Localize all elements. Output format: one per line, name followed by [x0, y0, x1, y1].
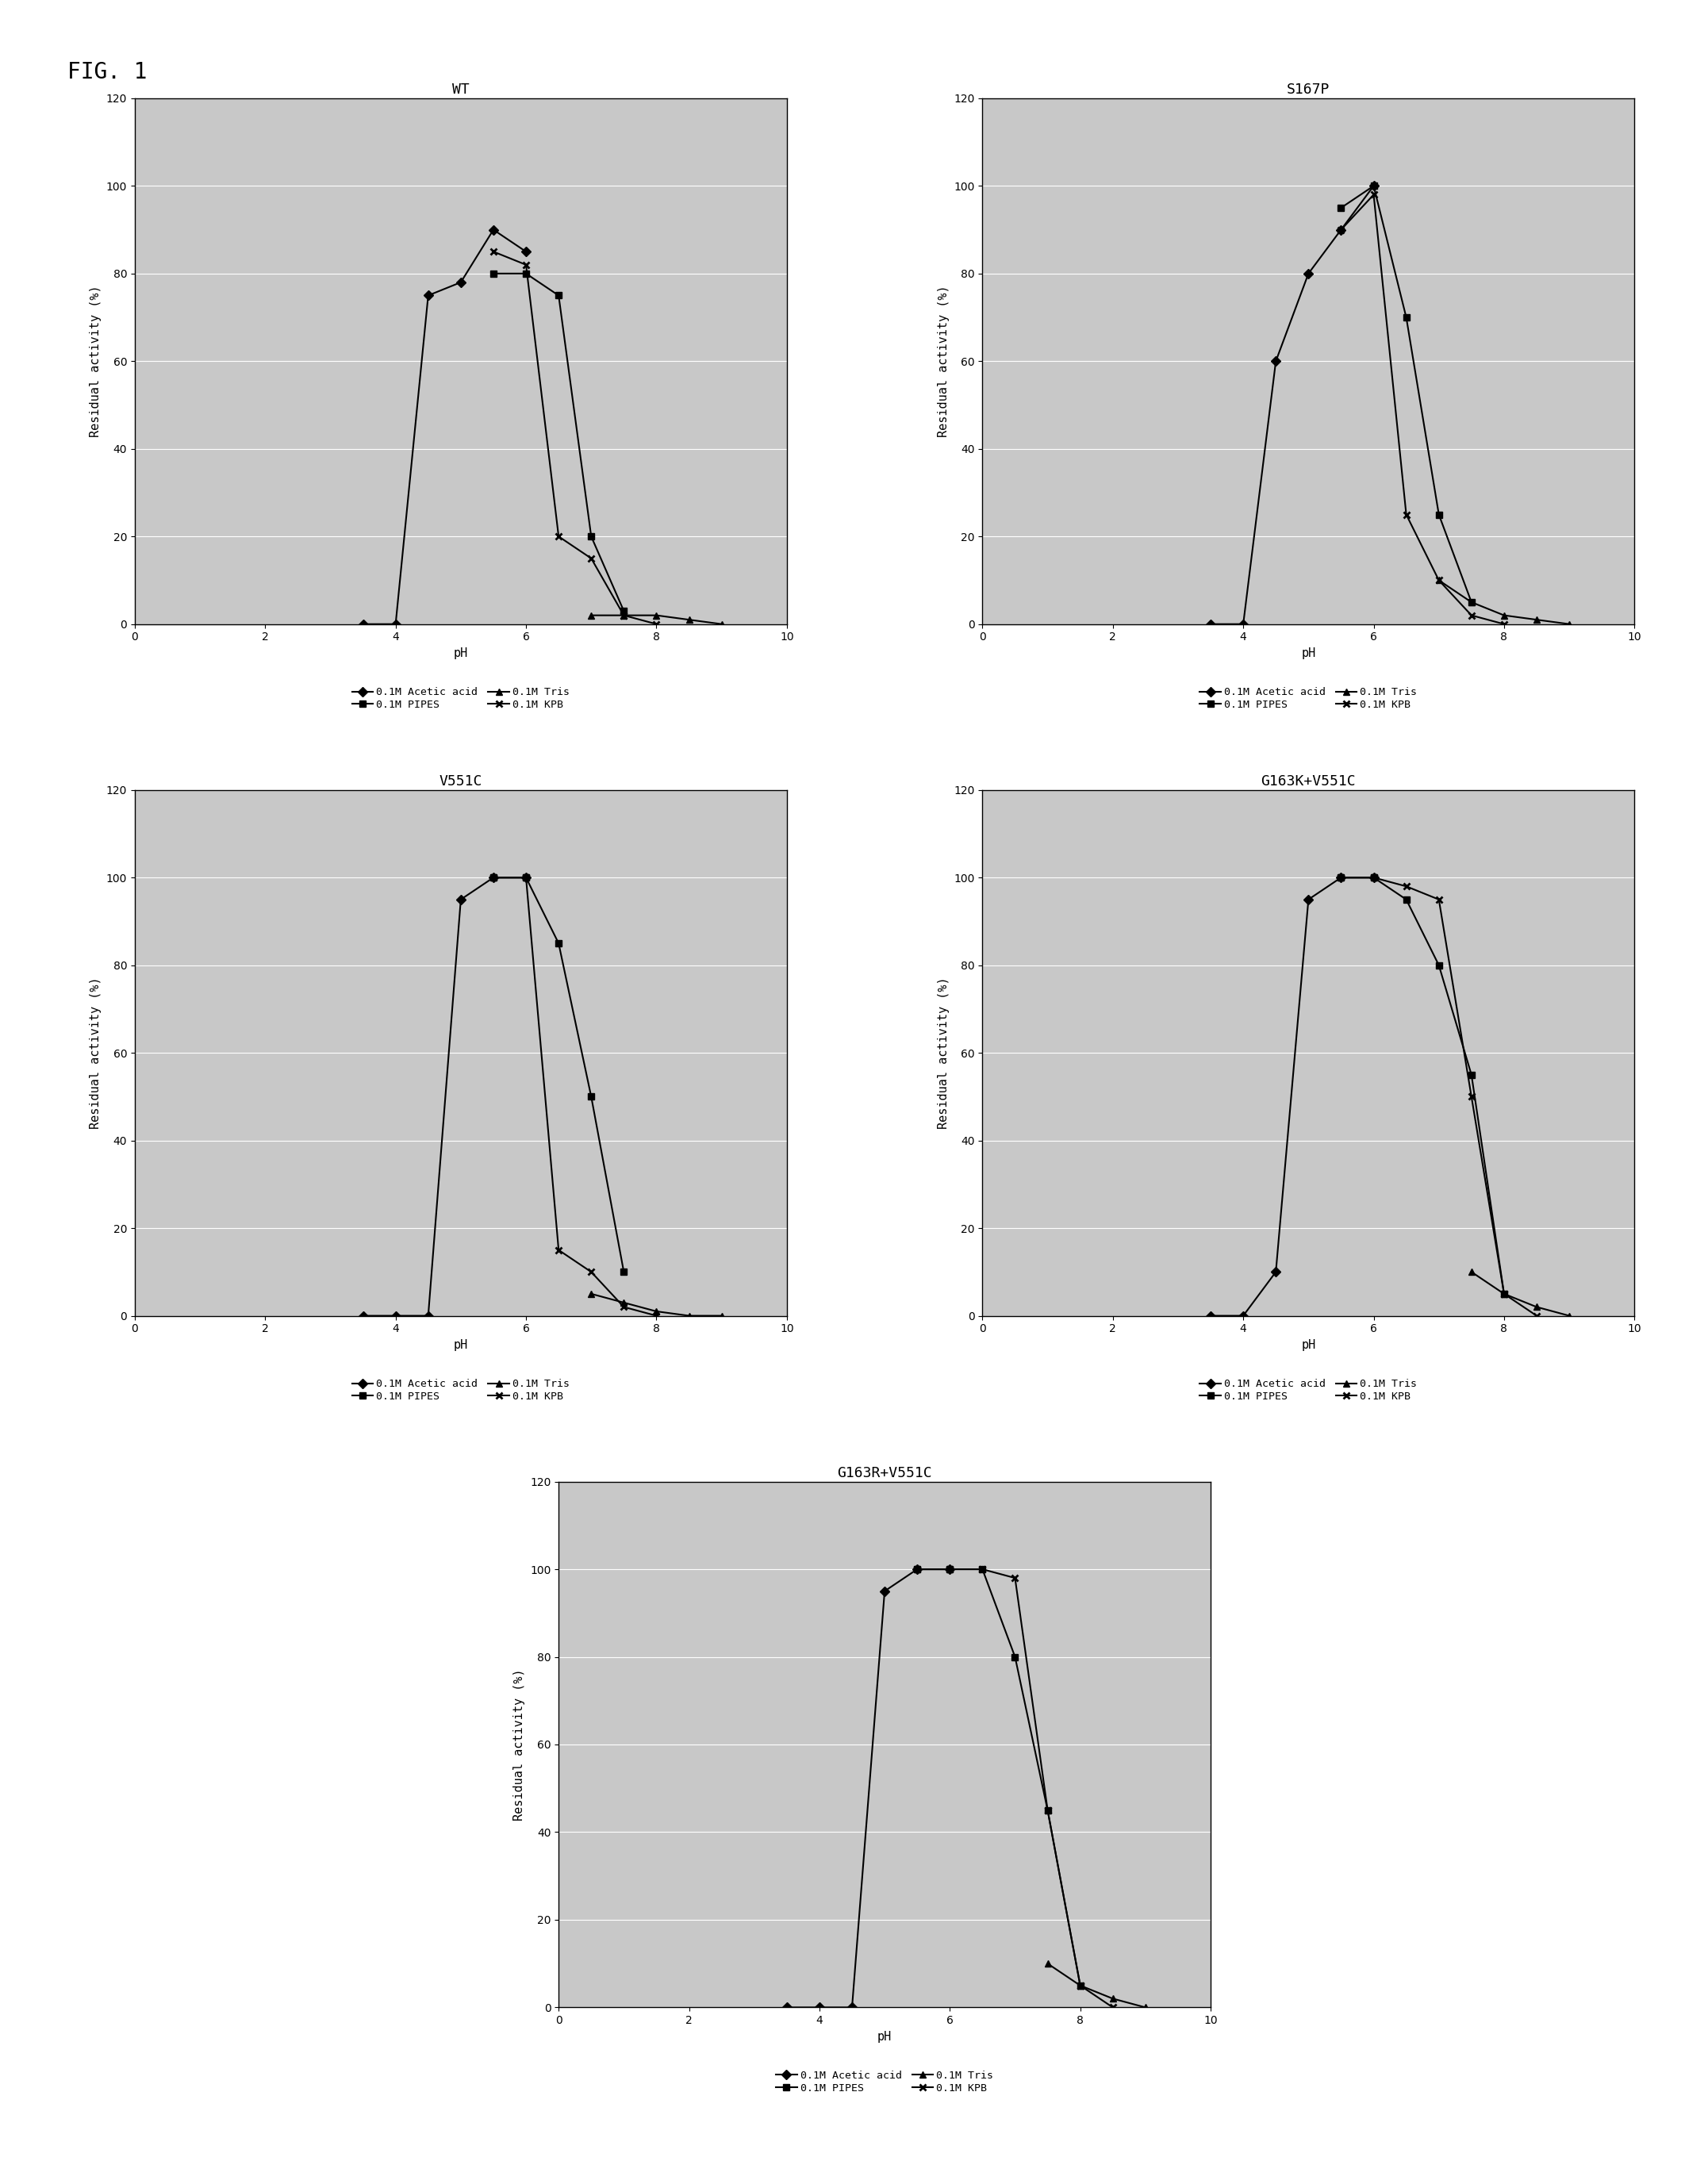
- Title: G163R+V551C: G163R+V551C: [837, 1465, 932, 1481]
- Y-axis label: Residual activity (%): Residual activity (%): [89, 286, 101, 437]
- Legend: 0.1M Acetic acid, 0.1M PIPES, 0.1M Tris, 0.1M KPB: 0.1M Acetic acid, 0.1M PIPES, 0.1M Tris,…: [349, 1374, 573, 1406]
- X-axis label: pH: pH: [1301, 646, 1316, 660]
- X-axis label: pH: pH: [453, 646, 468, 660]
- Y-axis label: Residual activity (%): Residual activity (%): [89, 976, 101, 1129]
- X-axis label: pH: pH: [453, 1339, 468, 1352]
- Legend: 0.1M Acetic acid, 0.1M PIPES, 0.1M Tris, 0.1M KPB: 0.1M Acetic acid, 0.1M PIPES, 0.1M Tris,…: [1196, 684, 1420, 714]
- X-axis label: pH: pH: [1301, 1339, 1316, 1352]
- Text: FIG. 1: FIG. 1: [67, 61, 147, 83]
- Title: S167P: S167P: [1287, 83, 1329, 96]
- Title: V551C: V551C: [440, 775, 482, 788]
- Legend: 0.1M Acetic acid, 0.1M PIPES, 0.1M Tris, 0.1M KPB: 0.1M Acetic acid, 0.1M PIPES, 0.1M Tris,…: [772, 2066, 998, 2097]
- Legend: 0.1M Acetic acid, 0.1M PIPES, 0.1M Tris, 0.1M KPB: 0.1M Acetic acid, 0.1M PIPES, 0.1M Tris,…: [1196, 1374, 1420, 1406]
- Title: G163K+V551C: G163K+V551C: [1260, 775, 1356, 788]
- Title: WT: WT: [452, 83, 470, 96]
- X-axis label: pH: pH: [878, 2031, 891, 2042]
- Legend: 0.1M Acetic acid, 0.1M PIPES, 0.1M Tris, 0.1M KPB: 0.1M Acetic acid, 0.1M PIPES, 0.1M Tris,…: [349, 684, 573, 714]
- Y-axis label: Residual activity (%): Residual activity (%): [937, 976, 949, 1129]
- Y-axis label: Residual activity (%): Residual activity (%): [937, 286, 949, 437]
- Y-axis label: Residual activity (%): Residual activity (%): [514, 1669, 526, 1821]
